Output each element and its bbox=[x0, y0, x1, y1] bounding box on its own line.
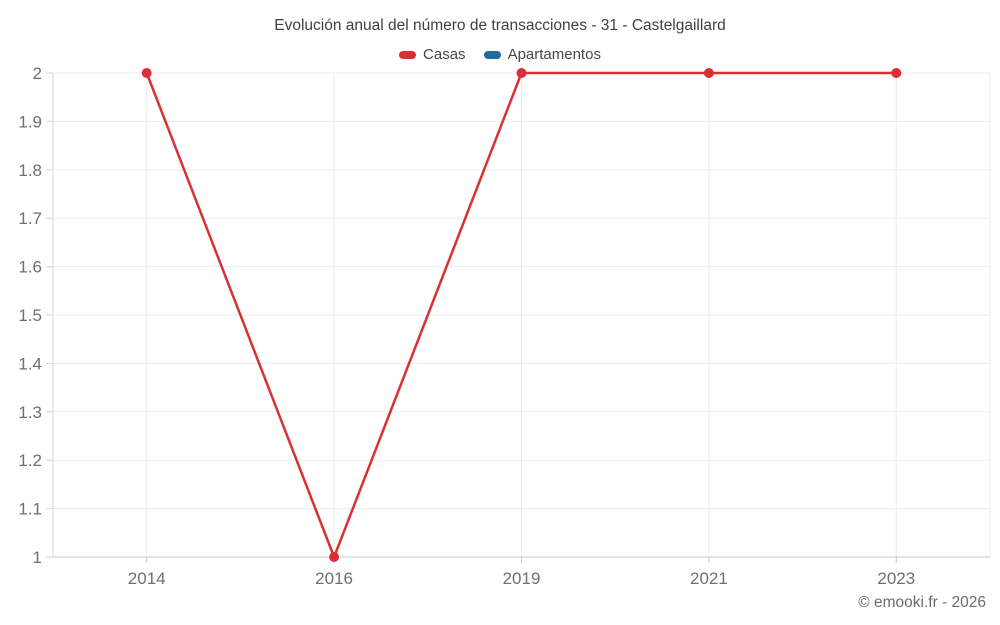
data-point-casas-2019[interactable] bbox=[516, 68, 527, 78]
data-point-casas-2023[interactable] bbox=[891, 68, 902, 78]
x-tick-label: 2023 bbox=[877, 569, 915, 588]
data-point-casas-2021[interactable] bbox=[703, 68, 714, 78]
legend-item-apartamentos[interactable]: Apartamentos bbox=[483, 46, 601, 63]
y-tick-label: 1.4 bbox=[18, 354, 42, 373]
chart-title: Evolución anual del número de transaccio… bbox=[274, 17, 726, 34]
data-point-casas-2014[interactable] bbox=[141, 68, 152, 78]
y-tick-label: 1.1 bbox=[18, 500, 42, 519]
casas-swatch-icon bbox=[399, 50, 417, 59]
apartamentos-swatch-icon bbox=[483, 50, 501, 59]
y-tick-label: 1.6 bbox=[18, 258, 42, 277]
legend-label-apartamentos: Apartamentos bbox=[507, 46, 601, 63]
x-tick-label: 2021 bbox=[690, 569, 728, 588]
y-tick-label: 1.3 bbox=[18, 403, 42, 422]
copyright: © emooki.fr - 2026 bbox=[858, 594, 986, 611]
y-tick-label: 1.2 bbox=[18, 451, 42, 470]
legend-label-casas: Casas bbox=[423, 46, 466, 63]
x-tick-label: 2019 bbox=[503, 569, 541, 588]
y-tick-label: 1 bbox=[33, 548, 42, 567]
y-tick-label: 1.7 bbox=[18, 209, 42, 228]
x-tick-label: 2014 bbox=[128, 569, 166, 588]
x-tick-label: 2016 bbox=[315, 569, 353, 588]
legend-item-casas[interactable]: Casas bbox=[399, 46, 466, 63]
y-tick-label: 1.9 bbox=[18, 112, 42, 131]
y-tick-label: 1.8 bbox=[18, 161, 42, 180]
legend: Casas Apartamentos bbox=[0, 46, 1000, 63]
data-point-casas-2016[interactable] bbox=[329, 552, 340, 562]
y-tick-label: 1.5 bbox=[18, 306, 42, 325]
y-tick-label: 2 bbox=[33, 64, 42, 83]
